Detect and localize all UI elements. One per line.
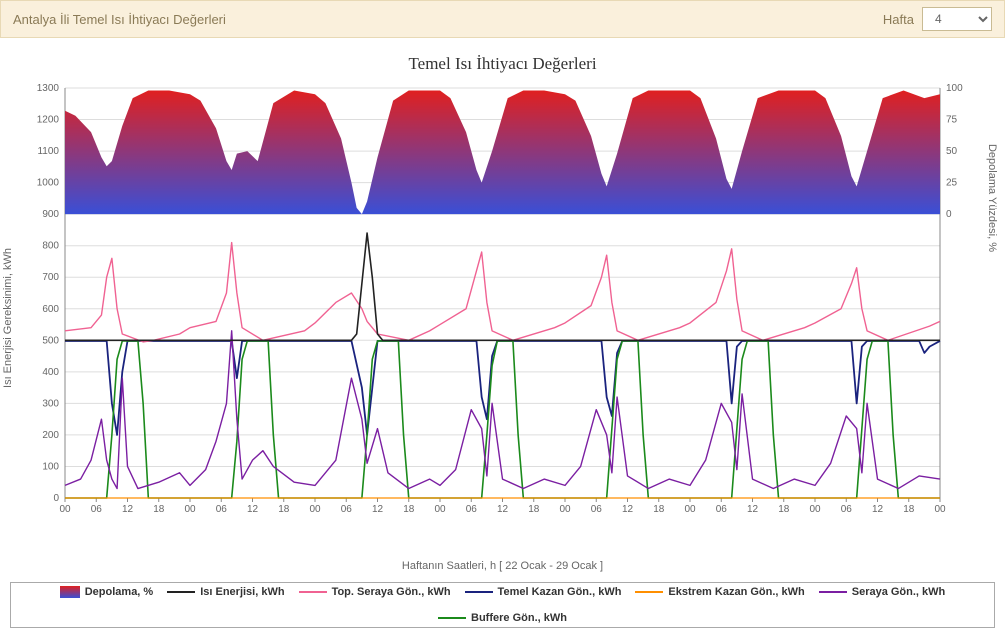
svg-text:25: 25 (946, 178, 958, 189)
svg-text:06: 06 (91, 504, 103, 515)
svg-text:00: 00 (809, 504, 821, 515)
legend-swatch (299, 591, 327, 593)
legend-swatch (635, 591, 663, 593)
svg-text:0: 0 (53, 493, 59, 504)
svg-text:200: 200 (42, 430, 59, 441)
legend-label: Top. Seraya Gön., kWh (332, 586, 451, 598)
y-axis-label: Isı Enerjisi Gereksinimi, kWh (2, 248, 14, 388)
svg-text:18: 18 (528, 504, 540, 515)
legend-label: Buffere Gön., kWh (471, 612, 567, 624)
svg-text:06: 06 (841, 504, 853, 515)
svg-text:18: 18 (278, 504, 290, 515)
svg-text:100: 100 (946, 83, 963, 94)
svg-text:18: 18 (653, 504, 665, 515)
svg-text:100: 100 (42, 461, 59, 472)
svg-text:12: 12 (247, 504, 259, 515)
week-controls: Hafta 4 (883, 7, 992, 31)
chart-svg: 0100200300400500600700800900100011001200… (10, 78, 990, 538)
svg-text:00: 00 (434, 504, 446, 515)
svg-text:00: 00 (309, 504, 321, 515)
svg-text:75: 75 (946, 115, 958, 126)
svg-text:06: 06 (341, 504, 353, 515)
week-select[interactable]: 4 (922, 7, 992, 31)
svg-text:12: 12 (497, 504, 509, 515)
svg-text:1100: 1100 (37, 146, 59, 157)
legend-item-storage_pct[interactable]: Depolama, % (60, 586, 153, 598)
svg-text:12: 12 (872, 504, 884, 515)
chart-box: Isı Enerjisi Gereksinimi, kWh Depolama Y… (10, 78, 990, 558)
legend-swatch (819, 591, 847, 593)
legend-label: Ekstrem Kazan Gön., kWh (668, 586, 804, 598)
week-label: Hafta (883, 12, 914, 27)
legend-item-seraya[interactable]: Seraya Gön., kWh (819, 586, 946, 598)
svg-text:06: 06 (216, 504, 228, 515)
svg-text:900: 900 (42, 209, 59, 220)
svg-text:18: 18 (403, 504, 415, 515)
panel-title: Antalya İli Temel Isı İhtiyacı Değerleri (13, 12, 226, 27)
chart-container: Temel Isı İhtiyacı Değerleri Isı Enerjis… (0, 38, 1005, 576)
legend-item-ekstrem_kazan[interactable]: Ekstrem Kazan Gön., kWh (635, 586, 804, 598)
panel-header: Antalya İli Temel Isı İhtiyacı Değerleri… (0, 0, 1005, 38)
svg-text:00: 00 (934, 504, 946, 515)
chart-title: Temel Isı İhtiyacı Değerleri (10, 54, 995, 74)
svg-text:12: 12 (622, 504, 634, 515)
x-axis-label: Haftanın Saatleri, h [ 22 Ocak - 29 Ocak… (10, 560, 995, 572)
svg-text:12: 12 (372, 504, 384, 515)
legend-label: Depolama, % (85, 586, 153, 598)
svg-text:00: 00 (59, 504, 71, 515)
svg-text:12: 12 (747, 504, 759, 515)
legend-swatch (167, 591, 195, 593)
svg-text:12: 12 (122, 504, 134, 515)
svg-text:06: 06 (716, 504, 728, 515)
legend-item-toplam_seraya[interactable]: Top. Seraya Gön., kWh (299, 586, 451, 598)
svg-text:18: 18 (778, 504, 790, 515)
svg-text:18: 18 (153, 504, 165, 515)
svg-text:700: 700 (42, 272, 59, 283)
svg-text:1300: 1300 (37, 83, 60, 94)
svg-text:300: 300 (42, 398, 59, 409)
svg-text:00: 00 (184, 504, 196, 515)
svg-text:06: 06 (466, 504, 478, 515)
y2-axis-label: Depolama Yüzdesi, % (986, 144, 998, 252)
svg-text:600: 600 (42, 304, 59, 315)
legend-label: Temel Kazan Gön., kWh (498, 586, 622, 598)
svg-text:1000: 1000 (37, 178, 60, 189)
legend-item-buffere[interactable]: Buffere Gön., kWh (438, 612, 567, 624)
legend-label: Isı Enerjisi, kWh (200, 586, 284, 598)
svg-text:00: 00 (559, 504, 571, 515)
svg-text:800: 800 (42, 241, 59, 252)
legend-item-temel_kazan[interactable]: Temel Kazan Gön., kWh (465, 586, 622, 598)
svg-text:06: 06 (591, 504, 603, 515)
svg-text:50: 50 (946, 146, 958, 157)
legend-swatch (60, 586, 80, 598)
svg-text:18: 18 (903, 504, 915, 515)
svg-text:1200: 1200 (37, 115, 60, 126)
legend-swatch (465, 591, 493, 593)
svg-text:400: 400 (42, 367, 59, 378)
svg-text:0: 0 (946, 209, 952, 220)
legend-item-heat_energy[interactable]: Isı Enerjisi, kWh (167, 586, 284, 598)
svg-text:00: 00 (684, 504, 696, 515)
legend-label: Seraya Gön., kWh (852, 586, 946, 598)
legend-swatch (438, 617, 466, 619)
svg-text:500: 500 (42, 335, 59, 346)
